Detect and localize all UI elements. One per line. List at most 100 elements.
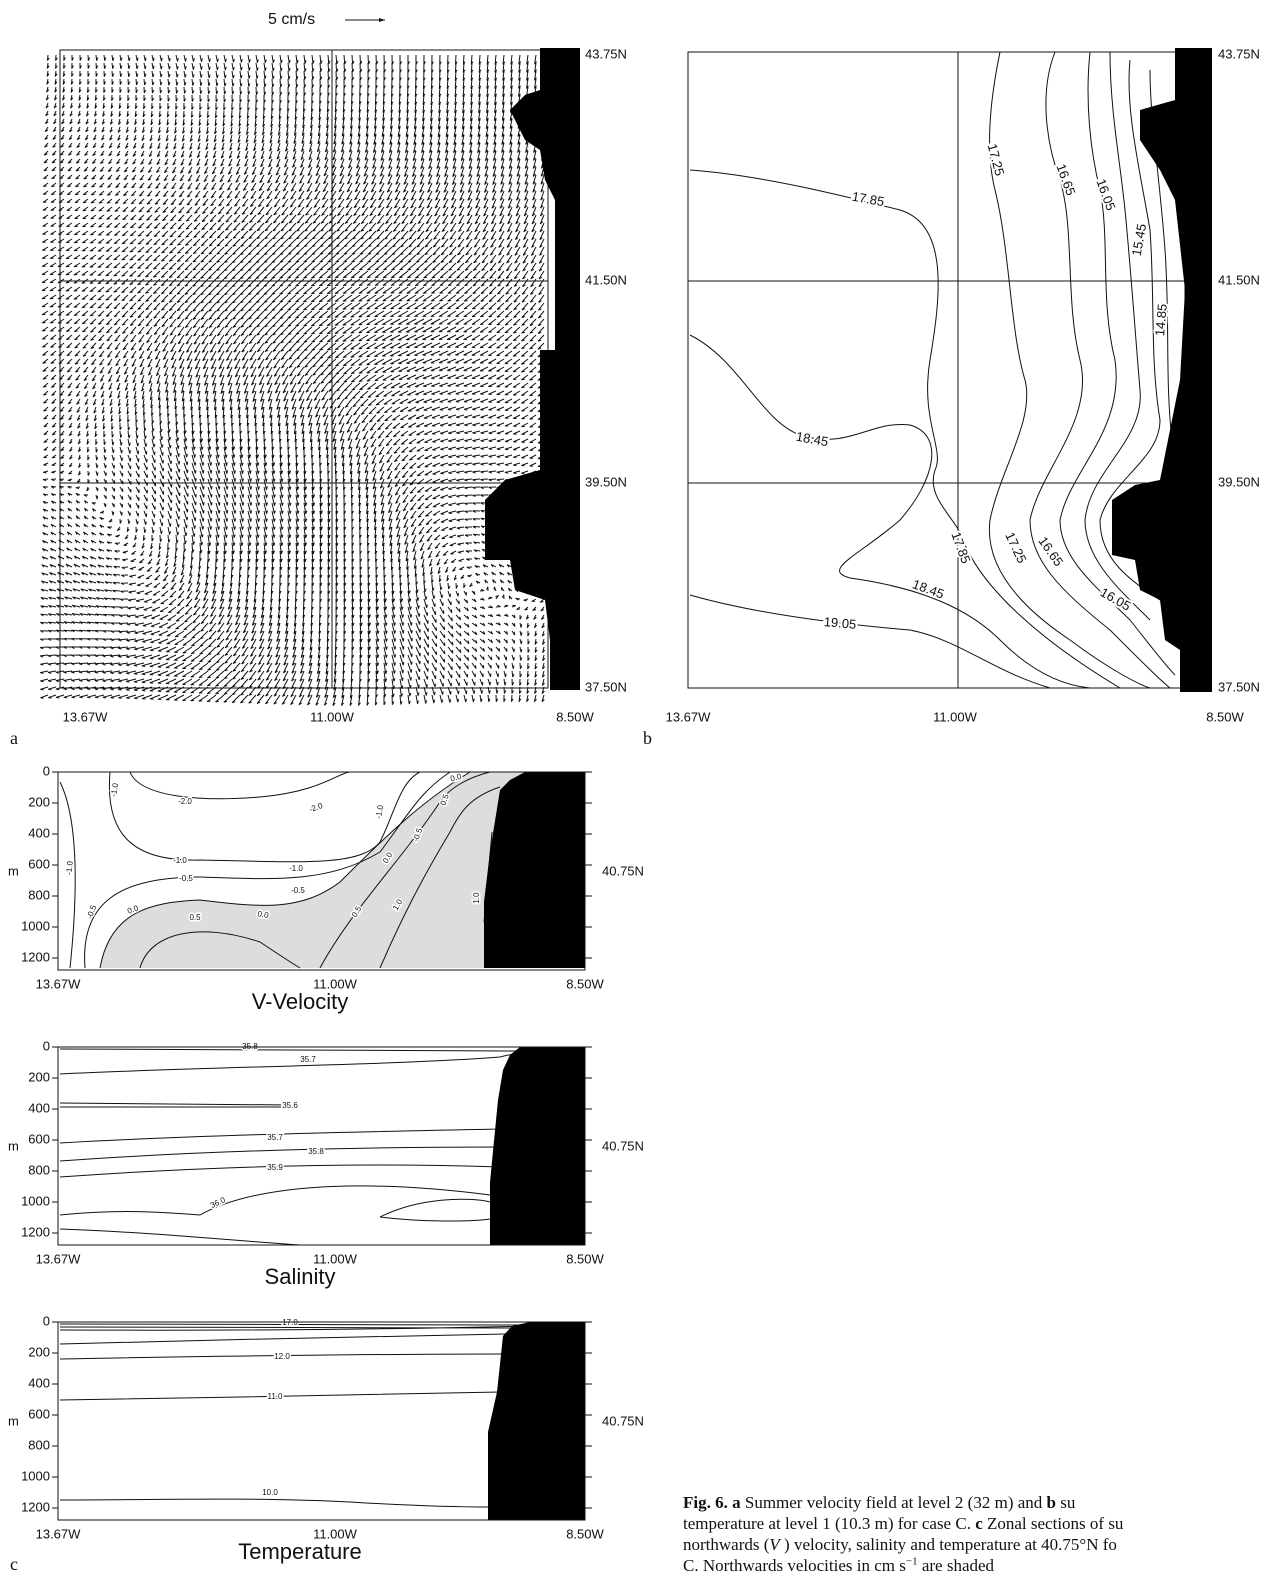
lat-label: 40.75N (602, 1138, 644, 1153)
panel-letter: b (643, 728, 652, 748)
contour-label: 35.8 (308, 1147, 324, 1156)
caption-text: ) velocity, salinity and temperature at … (780, 1535, 1117, 1554)
contour-label: 35.7 (267, 1133, 283, 1142)
contour-label: 16.65 (1053, 162, 1078, 198)
contour-label: 17.85 (851, 189, 886, 209)
contour-label: 36.0 (209, 1195, 227, 1210)
section-v: -1.0-2.0-2.0-1.00.00.5-0.5-1.0-1.0-1.0-0… (60, 772, 585, 968)
contour-label: 17.25 (985, 142, 1008, 177)
caption-text: temperature at level 1 (10.3 m) for case… (683, 1514, 975, 1533)
shade (100, 772, 525, 968)
depth-label: 800 (28, 1437, 50, 1452)
depth-label: 1200 (21, 1224, 50, 1239)
contour-label: 35.9 (267, 1163, 283, 1172)
contour-label: 11.0 (268, 1392, 284, 1401)
caption-text: Zonal sections of su (983, 1514, 1124, 1533)
contour-label: -1.0 (109, 782, 120, 798)
depth-label: 800 (28, 887, 50, 902)
panel-a: 5 cm/s a (10, 11, 580, 748)
contour-label: -0.5 (179, 874, 193, 883)
contour-label: 17.0 (282, 1318, 298, 1327)
lat-label: 41.50N (1218, 272, 1260, 287)
coast (485, 48, 580, 690)
caption-text: −1 (906, 1555, 918, 1567)
section-s: 35.835.735.635.735.835.936.0 (60, 1042, 585, 1245)
depth-label: 1000 (21, 1468, 50, 1483)
contour-label: 10.0 (262, 1488, 278, 1497)
lon-label: 8.50W (566, 1251, 604, 1266)
depth-label: 0 (43, 1313, 50, 1328)
coast (484, 772, 585, 968)
lon-label: 13.67W (36, 976, 82, 991)
caption-text: b (1047, 1493, 1056, 1512)
contour-label: 1.0 (472, 892, 481, 904)
caption-text: su (1056, 1493, 1075, 1512)
lat-label: 37.50N (585, 679, 627, 694)
depth-unit: m (8, 1138, 19, 1153)
lat-label: 41.50N (585, 272, 627, 287)
depth-label: 400 (28, 1375, 50, 1390)
scale-label: 5 cm/s (268, 11, 315, 28)
contour-label: -0.5 (85, 903, 98, 920)
contour-label: 35.6 (282, 1101, 298, 1110)
contour-label: 18.45 (911, 576, 947, 601)
contour-label: 17.85 (948, 530, 973, 566)
depth-label: 200 (28, 1069, 50, 1084)
panel-letter: a (10, 728, 18, 748)
lat-label: 40.75N (602, 863, 644, 878)
caption-text: C. Northwards velocities in cm s (683, 1556, 906, 1575)
depth-label: 1000 (21, 1193, 50, 1208)
contour-label: -0.5 (291, 886, 305, 895)
lon-label: 13.67W (63, 709, 109, 724)
caption: Fig. 6. a Summer velocity field at level… (683, 1492, 1283, 1576)
lon-label: 13.67W (36, 1526, 82, 1541)
section-title: Temperature (238, 1539, 362, 1564)
panel-letter: c (10, 1554, 18, 1574)
contour-label: 18.45 (795, 429, 830, 449)
caption-line: northwards (V ) velocity, salinity and t… (683, 1534, 1283, 1555)
velocity-arrows (40, 55, 545, 706)
contour-label: 16.65 (1035, 534, 1066, 569)
coast (1112, 48, 1212, 692)
contour-label: 0.5 (189, 913, 201, 922)
contour-label: -1.0 (289, 864, 303, 873)
contour-label: -1.0 (173, 856, 187, 865)
depth-label: 600 (28, 1131, 50, 1146)
contour-label: -2.0 (308, 801, 325, 814)
depth-label: 1200 (21, 949, 50, 964)
lon-label: 13.67W (36, 1251, 82, 1266)
lon-label: 8.50W (556, 709, 594, 724)
depth-label: 200 (28, 794, 50, 809)
caption-text: northwards ( (683, 1535, 769, 1554)
caption-line: temperature at level 1 (10.3 m) for case… (683, 1513, 1283, 1534)
contour-label: -2.0 (178, 797, 192, 806)
caption-text: Summer velocity field at level 2 (32 m) … (741, 1493, 1047, 1512)
lat-label: 43.75N (585, 46, 627, 61)
caption-text: V (769, 1535, 779, 1554)
depth-label: 1200 (21, 1499, 50, 1514)
panel-b: b (643, 48, 1212, 748)
lon-label: 8.50W (1206, 709, 1244, 724)
contour-label: -1.0 (374, 804, 385, 820)
contour-label: -1.0 (65, 860, 75, 875)
depth-label: 400 (28, 1100, 50, 1115)
lon-label: 8.50W (566, 1526, 604, 1541)
contours (60, 1324, 530, 1507)
section-title: Salinity (265, 1264, 336, 1289)
lat-label: 39.50N (585, 474, 627, 489)
contour-label: 16.05 (1098, 584, 1134, 613)
contour-label: 17.25 (1002, 530, 1029, 566)
figure: 5 cm/s a b -1.0-2.0-2.0-1.00.00.5-0.5-1.… (0, 0, 1283, 1574)
contour-label: 35.7 (300, 1055, 316, 1064)
depth-label: 800 (28, 1162, 50, 1177)
contour-label: 16.05 (1093, 177, 1118, 213)
depth-label: 600 (28, 856, 50, 871)
contour-label: 15.45 (1129, 222, 1149, 257)
depth-label: 0 (43, 1038, 50, 1053)
caption-text: c (975, 1514, 983, 1533)
depth-label: 1000 (21, 918, 50, 933)
section-t: 17.012.011.010.0 (60, 1318, 585, 1520)
depth-label: 200 (28, 1344, 50, 1359)
lon-label: 13.67W (666, 709, 712, 724)
lat-label: 39.50N (1218, 474, 1260, 489)
